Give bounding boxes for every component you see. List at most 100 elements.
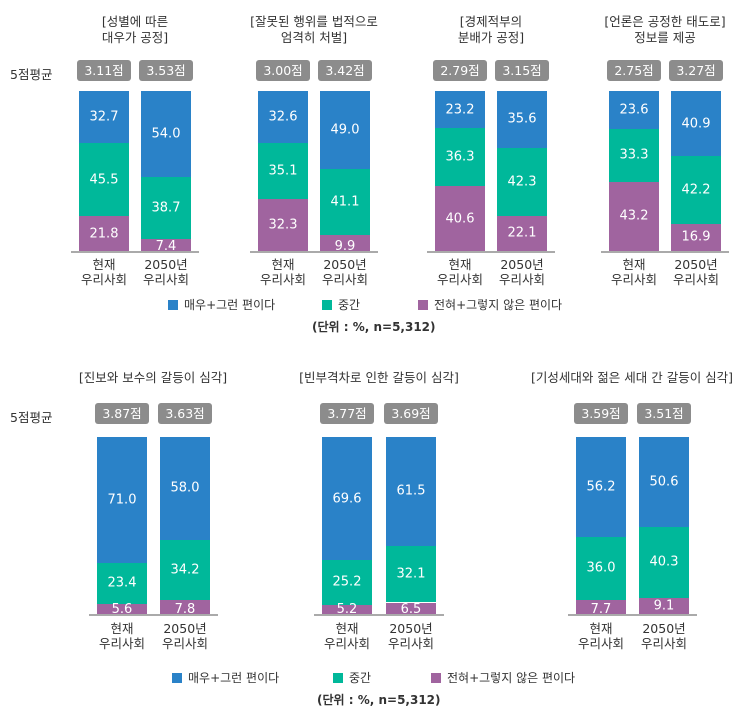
data-label: 61.5: [396, 483, 426, 499]
bar-segment: 23.4: [97, 562, 147, 605]
bar-segment: 35.1: [258, 143, 308, 200]
data-label: 50.6: [649, 474, 679, 490]
data-label: 49.0: [330, 122, 360, 138]
data-label: 32.6: [268, 109, 298, 125]
average-badge: 3.51점: [637, 403, 691, 424]
data-label: 23.2: [445, 102, 475, 118]
data-label: 40.9: [681, 116, 711, 132]
unit-note: (단위 : %, n=5,312): [317, 693, 441, 707]
bar-segment: 23.6: [609, 91, 659, 129]
category-label: 현재 우리사회: [80, 257, 127, 287]
bar-segment: 33.3: [609, 128, 659, 182]
category-label: 2050년 우리사회: [142, 257, 189, 287]
bar-segment: 38.7: [141, 177, 191, 240]
data-label: 42.2: [681, 182, 711, 198]
bar-segment: 7.4: [141, 239, 191, 254]
data-label: 9.9: [334, 238, 356, 254]
data-label: 7.8: [174, 601, 196, 617]
bar-segment: 40.9: [671, 91, 721, 157]
baseline: [568, 614, 697, 616]
bar-segment: 50.6: [639, 437, 689, 527]
legend-swatch: [322, 299, 332, 310]
avg-label: 5점평균: [10, 67, 53, 82]
category-label: 현재 우리사회: [323, 621, 370, 651]
group-title: [기성세대와 젊은 세대 간 갈등이 심각]: [530, 370, 734, 385]
data-label: 21.8: [89, 226, 119, 242]
data-label: 56.2: [586, 479, 616, 495]
category-label: 현재 우리사회: [98, 621, 145, 651]
group-title: [잘못된 행위를 법적으로 엄격히 처벌]: [250, 14, 378, 45]
legend-label: 전혀+그렇지 않은 편이다: [434, 298, 563, 312]
data-label: 45.5: [89, 172, 119, 188]
legend-item: 중간: [322, 296, 360, 313]
average-badge: 3.15점: [495, 60, 549, 81]
legend-swatch: [168, 299, 178, 310]
average-badge: 3.63점: [158, 403, 212, 424]
group-title: [경제적부의 분배가 공정]: [457, 14, 525, 45]
legend-swatch: [418, 299, 428, 310]
bar-segment: 32.6: [258, 91, 308, 144]
data-label: 32.7: [89, 109, 119, 125]
data-label: 32.1: [396, 566, 426, 582]
bar-segment: 58.0: [160, 437, 210, 540]
average-badge: 3.42점: [318, 60, 372, 81]
legend-item: 매우+그런 편이다: [168, 296, 275, 313]
bar-segment: 42.2: [671, 156, 721, 224]
legend-label: 중간: [338, 298, 361, 312]
legend-swatch: [333, 672, 343, 683]
bar-segment: 36.3: [435, 128, 485, 187]
bar-segment: 40.6: [435, 186, 485, 251]
bar-segment: 6.5: [386, 601, 436, 617]
bar-segment: 41.1: [320, 169, 370, 236]
data-label: 32.3: [268, 217, 298, 233]
average-badge: 3.69점: [384, 403, 438, 424]
category-label: 현재 우리사회: [577, 621, 624, 651]
data-label: 58.0: [170, 480, 200, 496]
data-label: 36.0: [586, 560, 616, 576]
average-badge: 3.27점: [669, 60, 723, 81]
data-label: 71.0: [107, 492, 137, 508]
average-badge: 2.75점: [607, 60, 661, 81]
legend-label: 매우+그런 편이다: [184, 298, 276, 312]
bar-segment: 32.3: [258, 199, 308, 251]
legend-item: 전혀+그렇지 않은 편이다: [418, 296, 562, 313]
bar-segment: 23.2: [435, 91, 485, 129]
average-badge: 3.53점: [139, 60, 193, 81]
legend-label: 전혀+그렇지 않은 편이다: [447, 671, 576, 685]
average-badge: 3.77점: [320, 403, 374, 424]
bar-segment: 69.6: [322, 437, 372, 561]
bar-segment: 61.5: [386, 437, 436, 546]
bar-segment: 9.1: [639, 597, 689, 614]
data-label: 5.6: [111, 601, 133, 617]
bar-segment: 5.2: [322, 601, 372, 617]
data-label: 25.2: [332, 574, 362, 590]
legend-label: 매우+그런 편이다: [188, 671, 280, 685]
data-label: 22.1: [507, 225, 537, 241]
bar-segment: 45.5: [79, 143, 129, 217]
data-label: 6.5: [400, 601, 422, 617]
bar-segment: 40.3: [639, 526, 689, 598]
data-label: 42.3: [507, 174, 537, 190]
average-badge: 2.79점: [433, 60, 487, 81]
data-label: 38.7: [151, 200, 181, 216]
data-label: 40.3: [649, 554, 679, 570]
category-label: 2050년 우리사회: [672, 257, 719, 287]
bar-segment: 43.2: [609, 181, 659, 251]
data-label: 7.7: [590, 601, 612, 617]
data-label: 69.6: [332, 491, 362, 507]
group-title: [빈부격차로 인한 갈등이 심각]: [299, 370, 459, 385]
category-label: 현재 우리사회: [436, 257, 483, 287]
legend-item: 중간: [333, 669, 371, 686]
data-label: 36.3: [445, 149, 475, 165]
group-title: [언론은 공정한 태도로] 정보를 제공: [604, 14, 726, 45]
data-label: 5.2: [336, 601, 358, 617]
data-label: 54.0: [151, 126, 181, 142]
category-label: 2050년 우리사회: [387, 621, 434, 651]
bar-segment: 7.7: [576, 600, 626, 617]
category-label: 2050년 우리사회: [161, 621, 208, 651]
bar-segment: 32.1: [386, 545, 436, 603]
bar-segment: 7.8: [160, 600, 210, 617]
legend-item: 매우+그런 편이다: [172, 669, 279, 686]
bar-segment: 34.2: [160, 539, 210, 601]
